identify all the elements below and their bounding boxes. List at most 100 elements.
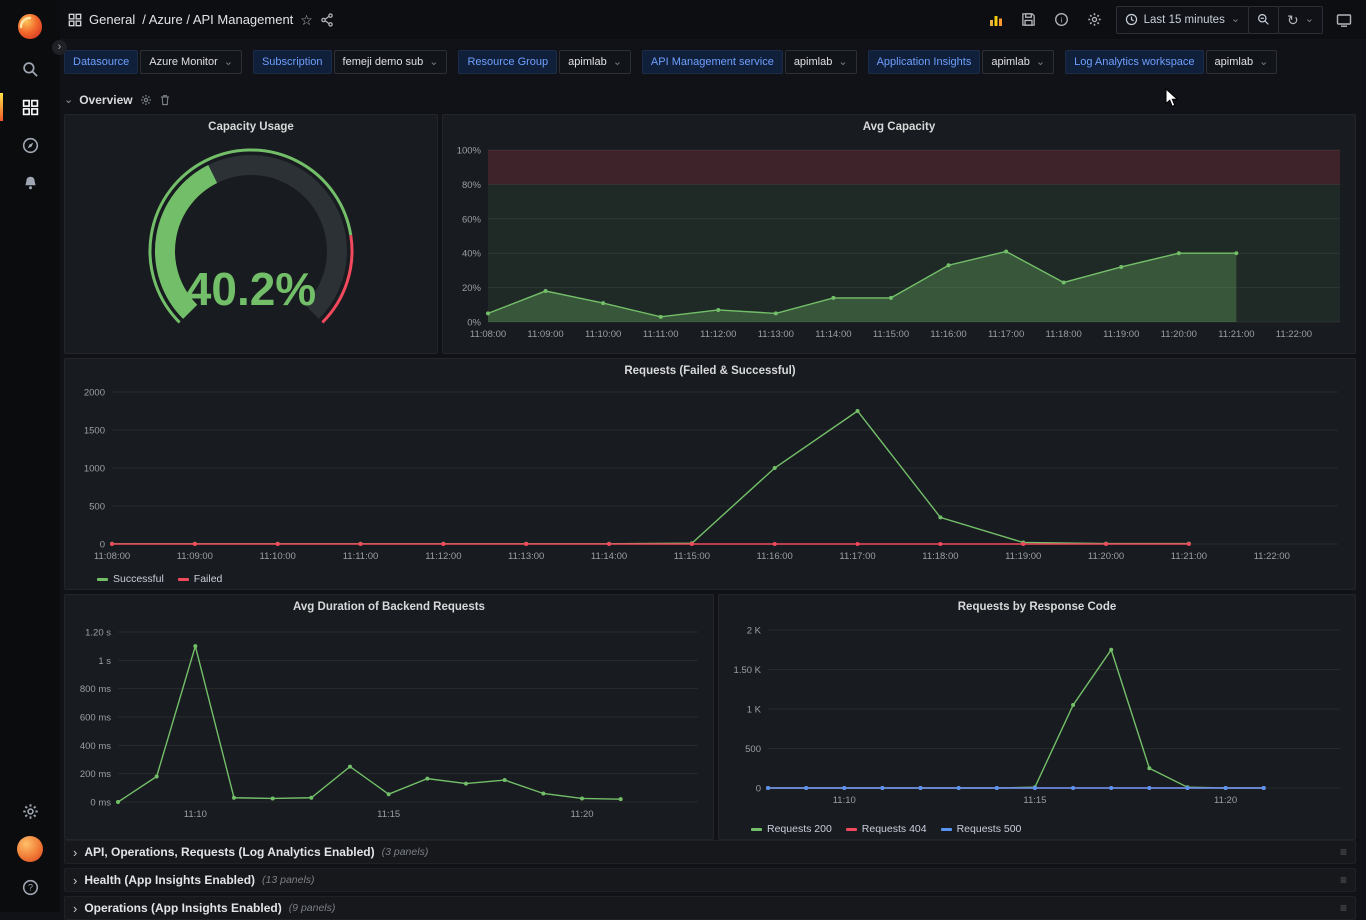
zoom-out-time-button[interactable] — [1248, 5, 1280, 34]
filter-value-dropdown[interactable]: femeji demo sub ⌄ — [333, 50, 448, 74]
svg-text:800 ms: 800 ms — [80, 684, 111, 695]
chevron-down-icon: ⌄ — [1259, 55, 1269, 68]
svg-text:1500: 1500 — [84, 426, 105, 437]
svg-text:500: 500 — [89, 502, 105, 513]
grafana-logo[interactable] — [0, 4, 60, 50]
breadcrumb-folder[interactable]: General — [89, 12, 136, 27]
row-drag-handle[interactable]: ≡ — [1339, 873, 1347, 887]
grafana-flame-icon — [18, 14, 42, 39]
svg-text:11:15: 11:15 — [377, 809, 400, 820]
collapsed-row-panel-count: (9 panels) — [288, 902, 336, 914]
breadcrumb-path: / Azure / API Management — [142, 12, 294, 27]
svg-text:1 s: 1 s — [98, 656, 111, 667]
alerting-bell-icon[interactable] — [0, 164, 60, 202]
legend-item-requests-200[interactable]: Requests 200 — [751, 823, 832, 835]
svg-text:11:20: 11:20 — [1214, 795, 1237, 806]
time-range-picker[interactable]: Last 15 minutes ⌄ — [1115, 5, 1250, 34]
share-icon[interactable] — [320, 12, 334, 27]
explore-compass-icon[interactable] — [0, 126, 60, 164]
capacity-gauge-chart[interactable]: 40.2% — [65, 141, 437, 354]
chevron-down-icon: ⌄ — [838, 55, 848, 68]
search-icon[interactable] — [0, 50, 60, 88]
cycle-view-tv-icon[interactable] — [1332, 8, 1356, 32]
refresh-button[interactable]: ↻ ⌄ — [1278, 5, 1323, 34]
panel-title[interactable]: Requests (Failed & Successful) — [624, 365, 796, 377]
dashboard-settings-gear-icon[interactable] — [1083, 8, 1107, 32]
svg-text:11:09:00: 11:09:00 — [177, 551, 213, 562]
panel-title[interactable]: Requests by Response Code — [957, 601, 1117, 613]
legend-swatch — [177, 577, 189, 581]
svg-text:200 ms: 200 ms — [80, 769, 111, 780]
row-toggle-overview[interactable]: ⌄ Overview — [64, 93, 133, 107]
avg-capacity-chart[interactable]: 0% 20% 40% 60% 80% 100% 11:08:00 11:09:00 11:10:… — [446, 140, 1354, 353]
svg-text:11:18:00: 11:18:00 — [922, 551, 958, 562]
chevron-down-icon: ⌄ — [1035, 55, 1046, 68]
svg-text:40.2%: 40.2% — [186, 263, 316, 315]
legend-item-requests-500[interactable]: Requests 500 — [940, 823, 1021, 835]
filter-value-dropdown[interactable]: apimlab ⌄ — [1205, 50, 1278, 74]
sidebar-expand-toggle[interactable]: › — [52, 40, 67, 55]
svg-text:11:13:00: 11:13:00 — [758, 329, 794, 340]
row-settings-gear-icon[interactable] — [140, 94, 152, 106]
legend-item-successful[interactable]: Successful — [97, 573, 164, 585]
collapsed-row-health[interactable]: › Health (App Insights Enabled) (13 pane… — [64, 868, 1356, 892]
svg-text:1.50 K: 1.50 K — [734, 665, 762, 676]
svg-text:0: 0 — [100, 540, 105, 551]
svg-text:600 ms: 600 ms — [80, 713, 111, 724]
svg-text:11:19:00: 11:19:00 — [1005, 551, 1041, 562]
settings-gear-icon[interactable] — [0, 792, 60, 830]
svg-text:0: 0 — [756, 784, 761, 795]
legend-swatch — [940, 827, 952, 831]
panel-requests: Requests (Failed & Successful) 0 500 1000 1… — [64, 358, 1356, 590]
clock-icon — [1125, 13, 1137, 26]
svg-text:11:10: 11:10 — [833, 795, 856, 806]
filter-label: Log Analytics workspace — [1065, 50, 1204, 74]
active-indicator — [0, 93, 3, 121]
panel-title[interactable]: Capacity Usage — [208, 121, 294, 133]
chart-legend: Successful Failed — [97, 573, 222, 585]
filter-value-dropdown[interactable]: apimlab ⌄ — [982, 50, 1055, 74]
panel-title[interactable]: Avg Capacity — [862, 121, 936, 133]
panel-avg-capacity: Avg Capacity 0% 20% 40% 60% 80% 100% 11:08:00 1… — [442, 114, 1356, 354]
svg-text:11:10:00: 11:10:00 — [260, 551, 296, 562]
collapsed-row-log-analytics[interactable]: › API, Operations, Requests (Log Analyti… — [64, 840, 1356, 864]
svg-text:11:14:00: 11:14:00 — [815, 329, 851, 340]
svg-text:11:22:00: 11:22:00 — [1276, 329, 1312, 340]
svg-text:20%: 20% — [462, 283, 482, 294]
panel-title[interactable]: Avg Duration of Backend Requests — [293, 601, 485, 613]
svg-text:11:15:00: 11:15:00 — [674, 551, 710, 562]
filter-value-dropdown[interactable]: apimlab ⌄ — [784, 50, 857, 74]
refresh-icon: ↻ — [1287, 11, 1299, 28]
avg-duration-chart[interactable]: 0 ms 200 ms 400 ms 600 ms 800 ms 1 s 1.20 s 11:… — [68, 620, 712, 833]
filter-value-dropdown[interactable]: apimlab ⌄ — [559, 50, 631, 74]
help-icon[interactable]: ? — [0, 868, 60, 906]
zoom-out-icon — [1258, 14, 1269, 25]
favorite-star-icon[interactable]: ☆ — [300, 11, 313, 28]
help-circle-icon[interactable]: i — [1050, 8, 1074, 32]
legend-item-requests-404[interactable]: Requests 404 — [845, 823, 927, 835]
user-avatar[interactable] — [0, 830, 60, 868]
row-drag-handle[interactable]: ≡ — [1339, 845, 1347, 859]
save-dashboard-icon[interactable] — [1017, 8, 1041, 32]
chevron-down-icon: ⌄ — [64, 93, 74, 106]
sidebar-item-dashboards[interactable] — [0, 88, 60, 126]
filter-subscription: Subscription femeji demo sub ⌄ — [252, 50, 448, 74]
legend-item-failed[interactable]: Failed — [177, 573, 222, 585]
collapsed-row-title: Operations (App Insights Enabled) — [84, 901, 282, 915]
chevron-down-icon: ⌄ — [429, 55, 439, 68]
svg-text:11:20: 11:20 — [570, 809, 593, 820]
collapsed-row-operations[interactable]: › Operations (App Insights Enabled) (9 p… — [64, 896, 1356, 920]
row-drag-handle[interactable]: ≡ — [1339, 901, 1347, 915]
chevron-down-icon: ⌄ — [223, 55, 233, 68]
row-delete-trash-icon[interactable] — [159, 94, 171, 106]
chevron-right-icon: › — [73, 844, 78, 860]
svg-text:11:12:00: 11:12:00 — [700, 329, 736, 340]
filter-value-dropdown[interactable]: Azure Monitor ⌄ — [140, 50, 242, 74]
svg-text:11:16:00: 11:16:00 — [757, 551, 793, 562]
response-code-chart[interactable]: 0 500 1 K 1.50 K 2 K 11:10 11:15 11:20 — [722, 620, 1354, 817]
mouse-cursor — [1165, 88, 1179, 107]
svg-text:40%: 40% — [462, 249, 482, 260]
requests-chart[interactable]: 0 500 1000 1500 2000 11:08:00 11:09:00 11:10:00… — [68, 384, 1354, 573]
add-panel-icon[interactable] — [984, 8, 1008, 32]
svg-text:11:17:00: 11:17:00 — [839, 551, 875, 562]
